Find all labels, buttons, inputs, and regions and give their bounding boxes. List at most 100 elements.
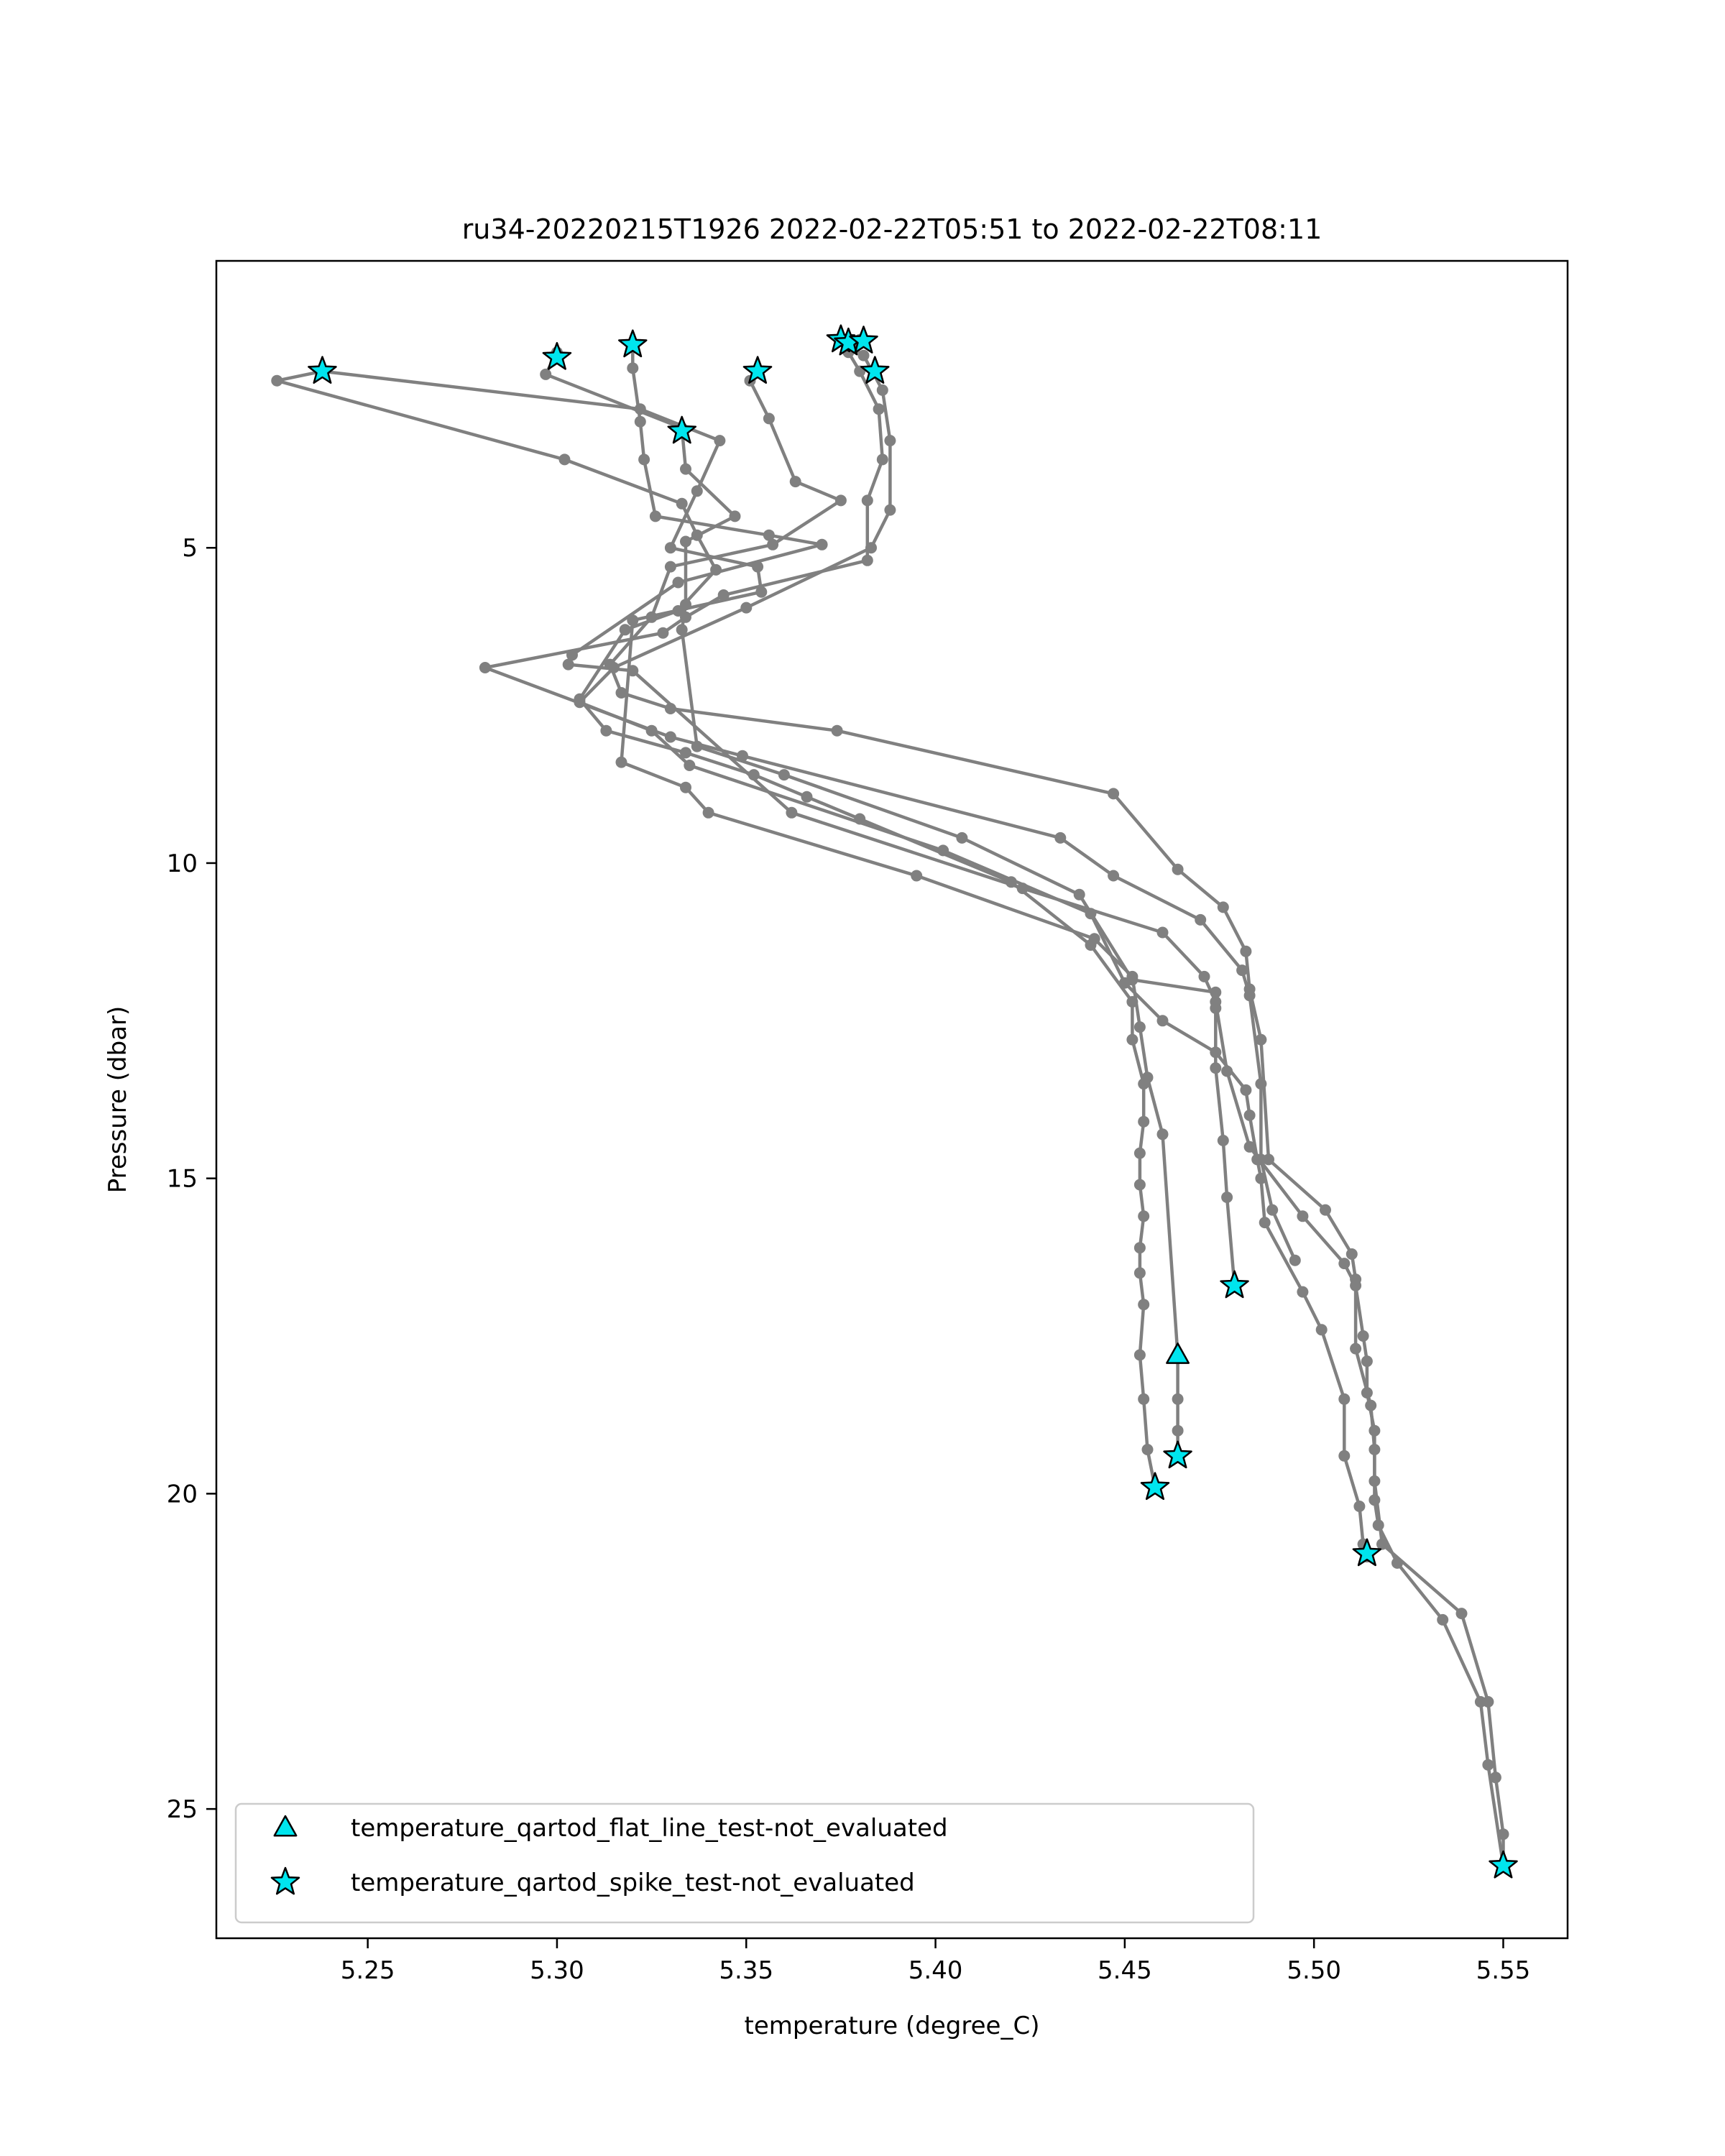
star-flag-marker bbox=[1489, 1850, 1518, 1879]
profile-point bbox=[710, 563, 722, 576]
profile-point bbox=[1266, 1204, 1279, 1216]
x-tick-label: 5.25 bbox=[341, 1956, 395, 1985]
profile-point bbox=[786, 806, 798, 819]
profile-point bbox=[1368, 1475, 1381, 1487]
profile-point bbox=[1365, 1399, 1377, 1411]
profile-point bbox=[600, 724, 612, 737]
profile-point bbox=[1138, 1393, 1150, 1405]
profile-point bbox=[680, 781, 691, 793]
profile-point bbox=[676, 497, 688, 510]
x-tick-label: 5.40 bbox=[908, 1956, 963, 1985]
profile-point bbox=[574, 696, 586, 709]
profile-point bbox=[884, 504, 896, 516]
profile-point bbox=[479, 662, 491, 673]
star-flag-marker bbox=[860, 356, 890, 384]
profile-point bbox=[763, 413, 775, 425]
profile-point bbox=[1255, 1172, 1267, 1184]
profile-point bbox=[649, 510, 661, 522]
profile-point bbox=[1338, 1450, 1351, 1462]
legend-box bbox=[234, 1802, 1255, 1924]
star-flag-marker bbox=[1220, 1270, 1249, 1299]
y-tick-label: 5 bbox=[182, 534, 198, 563]
profile-point bbox=[1259, 1217, 1271, 1229]
profile-point bbox=[1088, 933, 1100, 945]
profile-point bbox=[566, 649, 578, 661]
profile-point bbox=[1243, 1109, 1256, 1121]
profile-point bbox=[1156, 1015, 1169, 1027]
triangle-flag-marker bbox=[1166, 1342, 1190, 1364]
profile-point bbox=[1138, 1210, 1150, 1222]
profile-point bbox=[861, 494, 873, 507]
profile-point bbox=[607, 662, 620, 673]
profile-point bbox=[1073, 888, 1085, 900]
profile-point bbox=[1240, 1084, 1252, 1096]
profile-point bbox=[740, 602, 753, 614]
profile-point bbox=[789, 476, 801, 488]
y-tick-label: 25 bbox=[167, 1795, 198, 1824]
profile-point bbox=[1372, 1519, 1384, 1531]
profile-point bbox=[627, 665, 639, 677]
profile-point bbox=[1133, 1242, 1146, 1254]
profile-point bbox=[1474, 1696, 1486, 1708]
profile-point bbox=[1297, 1210, 1309, 1222]
profile-point bbox=[876, 453, 888, 466]
profile-point bbox=[1016, 883, 1029, 895]
profile-point bbox=[1195, 913, 1207, 926]
profile-point bbox=[645, 611, 658, 623]
profile-point bbox=[634, 415, 646, 428]
profile-point bbox=[1133, 1147, 1146, 1159]
profile-point bbox=[1368, 1494, 1381, 1506]
profile-point bbox=[816, 538, 828, 550]
profile-point bbox=[562, 658, 574, 671]
profile-point bbox=[1289, 1254, 1301, 1266]
profile-point bbox=[1172, 1424, 1184, 1437]
profile-point bbox=[854, 813, 866, 825]
profile-point bbox=[619, 624, 631, 636]
profile-point bbox=[1376, 1538, 1388, 1550]
profile-point bbox=[763, 529, 775, 541]
profile-point bbox=[1353, 1501, 1366, 1512]
profile-point bbox=[1255, 1153, 1267, 1166]
profile-point bbox=[672, 576, 684, 589]
profile-point bbox=[680, 463, 691, 475]
profile-point bbox=[1357, 1330, 1369, 1342]
profile-point bbox=[680, 599, 691, 611]
profile-point bbox=[1346, 1248, 1358, 1260]
profile-point bbox=[1198, 970, 1210, 982]
profile-point bbox=[1361, 1387, 1373, 1399]
profile-point bbox=[1217, 1135, 1229, 1146]
profile-point bbox=[714, 435, 726, 447]
profile-point bbox=[831, 724, 843, 737]
profile-point bbox=[540, 368, 552, 380]
profile-point bbox=[1489, 1772, 1501, 1784]
y-tick-label: 10 bbox=[167, 849, 198, 878]
profile-point bbox=[1054, 831, 1067, 844]
profile-point bbox=[1217, 901, 1229, 913]
profile-point bbox=[1108, 788, 1120, 800]
profile-point bbox=[638, 453, 650, 466]
profile-point bbox=[1118, 977, 1131, 989]
profile-point bbox=[1172, 1393, 1184, 1405]
profile-point bbox=[752, 561, 764, 573]
profile-point bbox=[834, 494, 847, 507]
profile-point bbox=[801, 791, 813, 803]
profile-point bbox=[1221, 1192, 1233, 1203]
x-tick-label: 5.55 bbox=[1476, 1956, 1531, 1985]
star-flag-marker bbox=[1163, 1440, 1192, 1469]
profile-point bbox=[691, 740, 703, 752]
x-tick-label: 5.50 bbox=[1287, 1956, 1341, 1985]
profile-point bbox=[1126, 996, 1138, 1008]
profile-point bbox=[767, 538, 779, 550]
profile-point bbox=[1455, 1608, 1468, 1620]
legend-label: temperature_qartod_spike_test-not_evalua… bbox=[351, 1869, 915, 1897]
profile-point bbox=[717, 589, 730, 601]
profile-point bbox=[873, 403, 885, 415]
legend-label: temperature_qartod_flat_line_test-not_ev… bbox=[351, 1814, 948, 1843]
profile-point bbox=[691, 529, 703, 541]
profile-point bbox=[1236, 964, 1248, 977]
star-flag-marker bbox=[742, 356, 773, 384]
legend: temperature_qartod_flat_line_test-not_ev… bbox=[234, 1802, 1255, 1924]
y-tick-label: 15 bbox=[167, 1165, 198, 1194]
profile-point bbox=[861, 554, 873, 566]
profile-point bbox=[1126, 1033, 1138, 1046]
